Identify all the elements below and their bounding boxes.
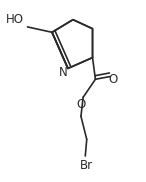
Text: N: N [59, 66, 68, 79]
Text: O: O [108, 73, 117, 86]
Text: Br: Br [80, 159, 93, 172]
Text: O: O [76, 98, 86, 111]
Text: HO: HO [6, 13, 24, 26]
